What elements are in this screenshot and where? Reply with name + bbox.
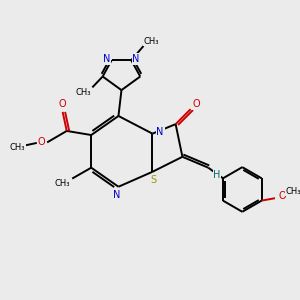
- Text: CH₃: CH₃: [144, 37, 159, 46]
- Text: CH₃: CH₃: [76, 88, 92, 97]
- Text: O: O: [59, 99, 67, 109]
- Text: N: N: [156, 127, 164, 137]
- Text: CH₃: CH₃: [10, 143, 25, 152]
- Text: N: N: [113, 190, 121, 200]
- Text: O: O: [279, 191, 286, 201]
- Text: CH₃: CH₃: [285, 187, 300, 196]
- Text: N: N: [103, 54, 110, 64]
- Text: H: H: [213, 170, 221, 180]
- Text: CH₃: CH₃: [54, 179, 70, 188]
- Text: O: O: [37, 137, 45, 147]
- Text: N: N: [133, 54, 140, 64]
- Text: O: O: [192, 99, 200, 109]
- Text: S: S: [151, 176, 157, 185]
